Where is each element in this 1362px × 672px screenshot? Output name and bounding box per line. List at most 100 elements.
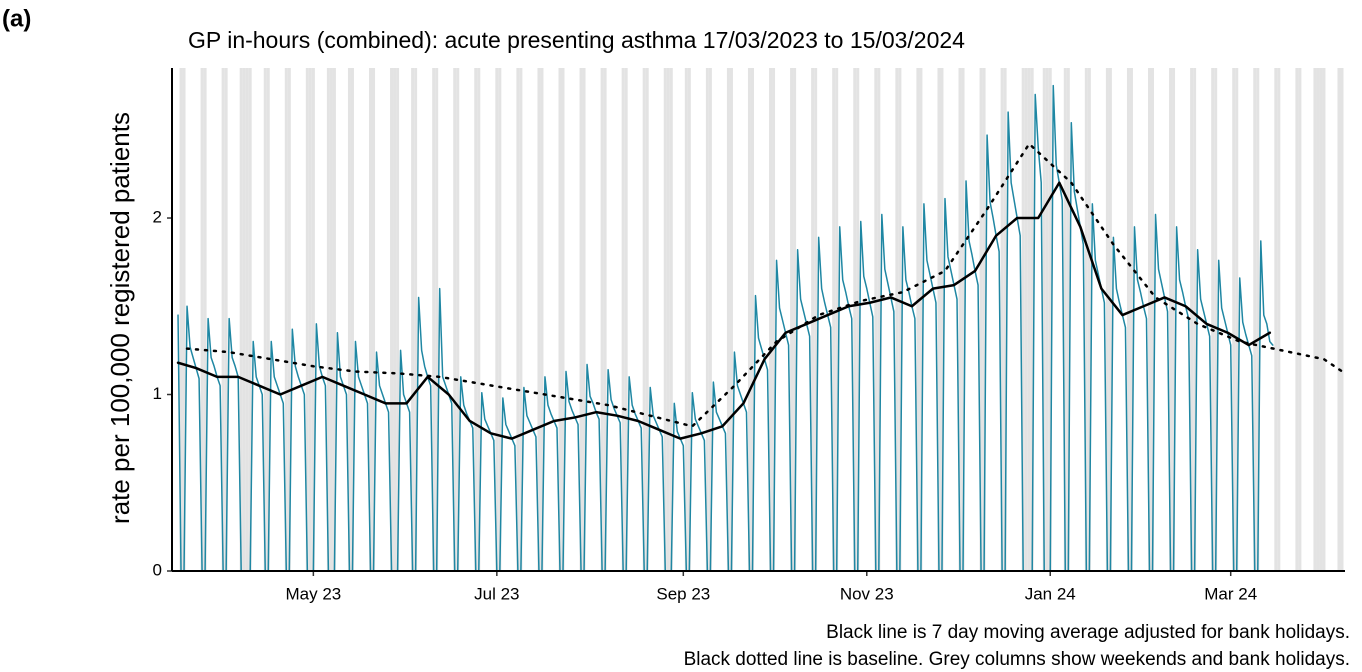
- shaded-column: [877, 68, 881, 571]
- chart-title: GP in-hours (combined): acute presenting…: [188, 27, 965, 53]
- shaded-column: [961, 68, 965, 571]
- shaded-column: [263, 68, 267, 571]
- shaded-column: [895, 68, 899, 571]
- shaded-column: [1126, 68, 1130, 571]
- shaded-column: [982, 68, 986, 571]
- shaded-column: [790, 68, 794, 571]
- shaded-column: [221, 68, 225, 571]
- shaded-column: [747, 68, 751, 571]
- shaded-column: [684, 68, 688, 571]
- shaded-column: [372, 68, 376, 571]
- shaded-column: [1193, 68, 1197, 571]
- shaded-column: [239, 68, 243, 571]
- shaded-column: [940, 68, 944, 571]
- shaded-column: [1169, 68, 1173, 571]
- y-tick-label: 1: [153, 384, 162, 403]
- shaded-column: [516, 68, 520, 571]
- shaded-column: [326, 68, 330, 571]
- shaded-column: [203, 68, 207, 571]
- shaded-column: [287, 68, 291, 571]
- x-tick-label: Nov 23: [840, 584, 894, 603]
- shaded-column: [350, 68, 354, 571]
- shaded-column: [1190, 68, 1194, 571]
- shaded-column: [793, 68, 797, 571]
- shaded-column: [705, 68, 709, 571]
- shaded-column: [519, 68, 523, 571]
- shaded-column: [1045, 68, 1049, 571]
- shaded-column: [242, 68, 246, 571]
- shaded-column: [772, 68, 776, 571]
- shaded-column: [1024, 68, 1028, 571]
- shaded-column: [1084, 68, 1088, 571]
- shaded-column: [1295, 68, 1299, 571]
- shaded-column: [1340, 68, 1344, 571]
- shaded-column: [495, 68, 499, 571]
- shaded-column: [1030, 68, 1034, 571]
- shaded-column: [1147, 68, 1152, 571]
- y-tick-label: 2: [153, 208, 162, 227]
- shaded-column: [1214, 68, 1218, 571]
- shaded-column: [708, 68, 712, 571]
- shaded-column: [474, 68, 478, 571]
- shaded-column: [561, 68, 565, 571]
- x-tick-label: Mar 24: [1204, 584, 1257, 603]
- y-axis-label: rate per 100,000 registered patients: [105, 112, 135, 524]
- shaded-column: [726, 68, 730, 571]
- shaded-column: [1316, 68, 1320, 571]
- shaded-column: [624, 68, 628, 571]
- shaded-column: [311, 68, 315, 571]
- shaded-column: [1027, 68, 1031, 571]
- shaded-column: [329, 68, 333, 571]
- footnote: Black line is 7 day moving average adjus…: [826, 622, 1350, 643]
- x-tick-label: Sep 23: [656, 584, 710, 603]
- shaded-column: [1000, 68, 1004, 571]
- shaded-column: [248, 68, 252, 571]
- shaded-column: [856, 68, 860, 571]
- shaded-column: [1232, 68, 1236, 571]
- shaded-column: [1003, 68, 1007, 571]
- shaded-column: [1063, 68, 1067, 571]
- shaded-column: [603, 68, 607, 571]
- panel-label: (a): [2, 5, 31, 32]
- x-tick-label: May 23: [285, 584, 341, 603]
- shaded-column: [1151, 68, 1155, 571]
- shaded-column: [663, 68, 667, 571]
- shaded-column: [1253, 68, 1257, 571]
- shaded-column: [411, 68, 415, 571]
- shaded-column: [1274, 68, 1278, 571]
- shaded-column: [182, 68, 186, 571]
- shaded-column: [1277, 68, 1281, 571]
- shaded-column: [1319, 68, 1323, 571]
- series-line: [185, 142, 1347, 428]
- shaded-column: [621, 68, 625, 571]
- shaded-column: [540, 68, 544, 571]
- y-tick-label: 0: [153, 560, 162, 579]
- shaded-column: [284, 68, 288, 571]
- shaded-column: [645, 68, 649, 571]
- shaded-column: [916, 68, 920, 571]
- shaded-column: [979, 68, 983, 571]
- shaded-column: [435, 68, 439, 571]
- shaded-column: [832, 68, 836, 571]
- shaded-column: [1021, 68, 1025, 571]
- shaded-column: [305, 68, 309, 571]
- shaded-column: [1313, 68, 1317, 571]
- shaded-column: [498, 68, 502, 571]
- shaded-column: [579, 68, 583, 571]
- shaded-column: [1322, 68, 1326, 571]
- shaded-column: [853, 68, 857, 571]
- shaded-column: [874, 68, 878, 571]
- shaded-column: [769, 68, 773, 571]
- shaded-column: [898, 68, 902, 571]
- shaded-column: [666, 68, 670, 571]
- shaded-column: [179, 68, 183, 571]
- shaded-column: [1105, 68, 1109, 571]
- x-tick-label: Jul 23: [474, 584, 519, 603]
- shaded-column: [1087, 68, 1091, 571]
- shaded-column: [1129, 68, 1133, 571]
- shaded-column: [1042, 68, 1046, 571]
- series-line: [177, 84, 1274, 572]
- shaded-column: [1066, 68, 1070, 571]
